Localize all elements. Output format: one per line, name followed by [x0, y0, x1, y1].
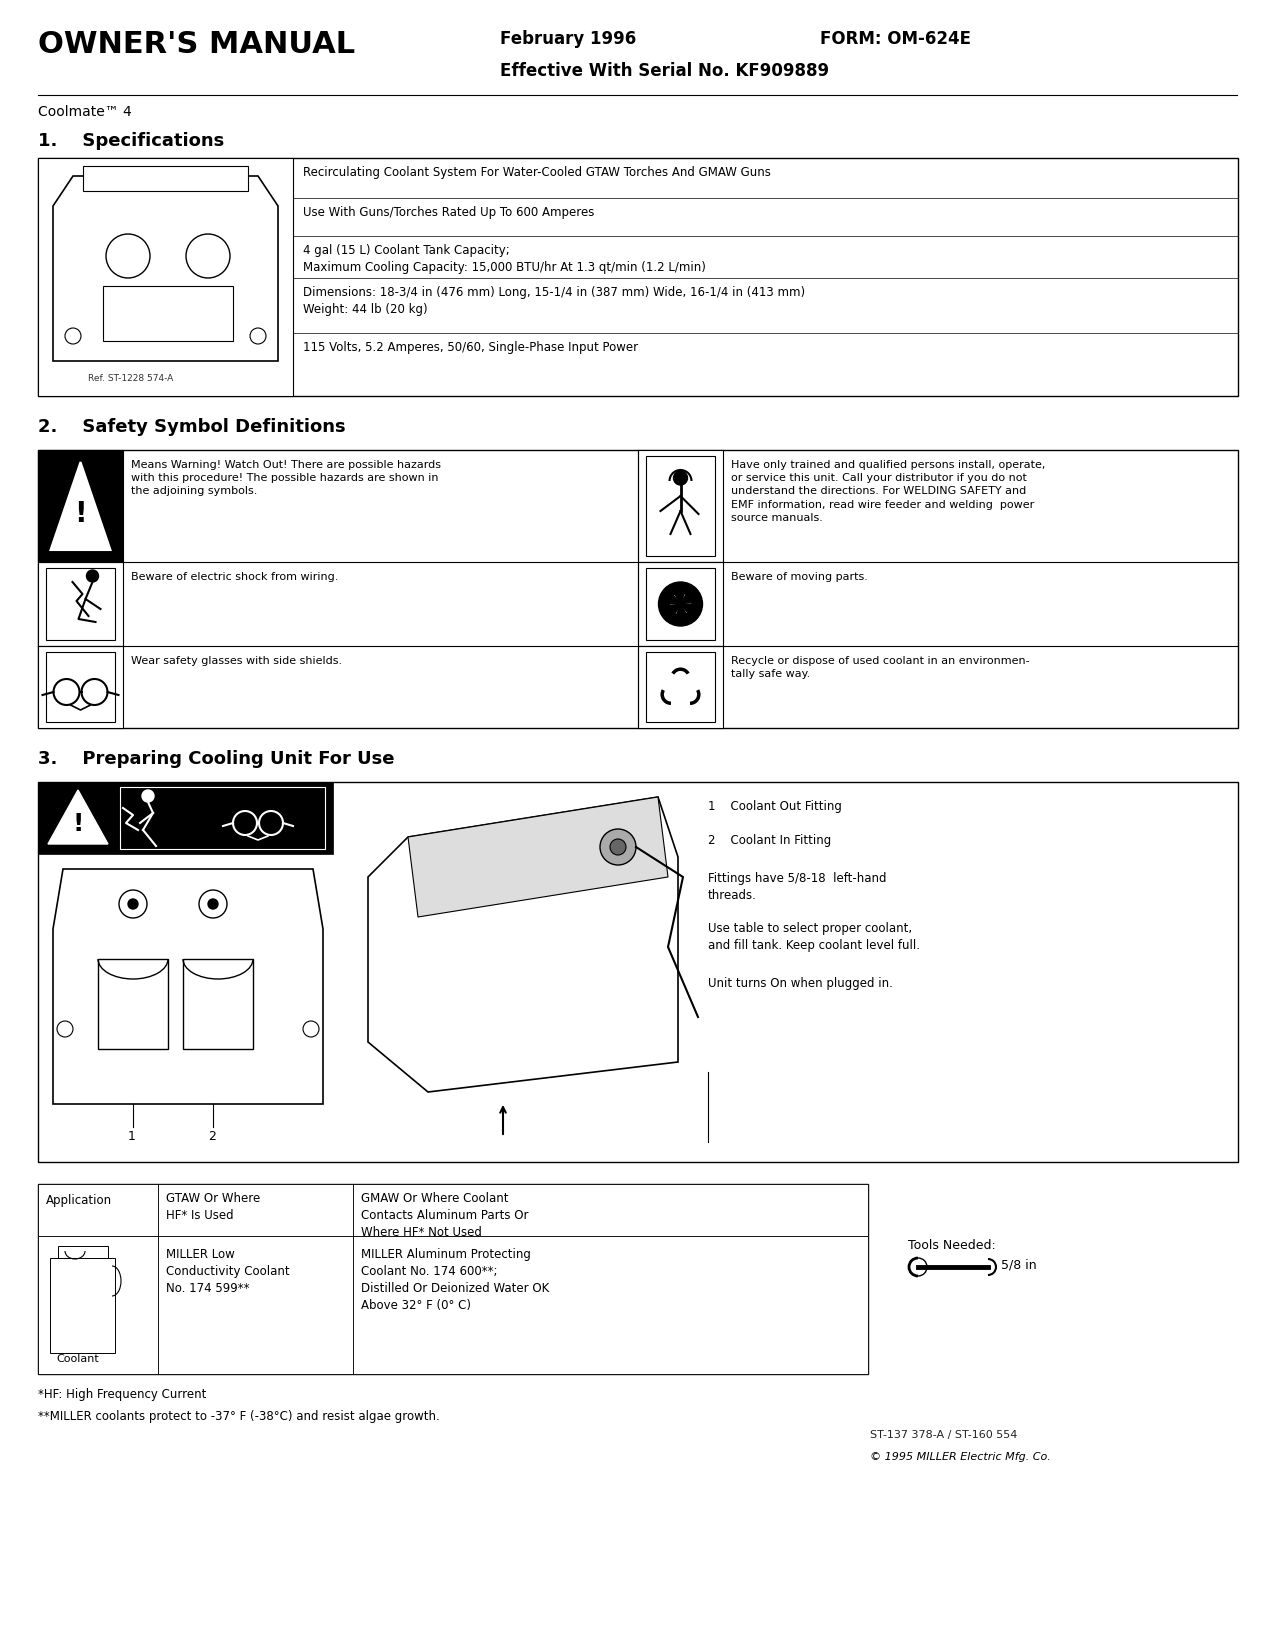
Bar [38, 158, 293, 397]
Bar [120, 787, 325, 849]
Bar [638, 646, 723, 728]
Circle shape [671, 594, 691, 614]
Bar [353, 1183, 868, 1235]
Bar [38, 450, 122, 561]
Bar [98, 960, 168, 1049]
Text: 1.    Specifications: 1. Specifications [38, 132, 224, 150]
Text: MILLER Aluminum Protecting
Coolant No. 174 600**;
Distilled Or Deionized Water O: MILLER Aluminum Protecting Coolant No. 1… [361, 1248, 550, 1312]
Text: 2: 2 [208, 1129, 215, 1142]
Text: Coolant: Coolant [56, 1355, 98, 1364]
Bar [38, 646, 122, 728]
Bar [353, 1235, 868, 1374]
Wedge shape [681, 586, 700, 604]
Text: 2.    Safety Symbol Definitions: 2. Safety Symbol Definitions [38, 418, 346, 436]
Circle shape [609, 839, 626, 855]
Text: 1: 1 [128, 1129, 136, 1142]
Text: *HF: High Frequency Current: *HF: High Frequency Current [38, 1387, 207, 1400]
Bar [46, 653, 115, 721]
Text: GTAW Or Where
HF* Is Used: GTAW Or Where HF* Is Used [166, 1191, 260, 1222]
Bar [646, 568, 715, 640]
Wedge shape [671, 584, 687, 604]
Bar [184, 960, 252, 1049]
Text: © 1995 MILLER Electric Mfg. Co.: © 1995 MILLER Electric Mfg. Co. [870, 1452, 1051, 1462]
Text: Have only trained and qualified persons install, operate,
or service this unit. : Have only trained and qualified persons … [731, 460, 1046, 522]
Bar [646, 455, 715, 557]
Text: Tools Needed:: Tools Needed: [908, 1239, 996, 1252]
Text: !: ! [74, 499, 87, 529]
Text: 5/8 in: 5/8 in [1001, 1258, 1037, 1271]
Bar [38, 450, 1238, 728]
Text: !: ! [73, 813, 84, 836]
Bar [103, 286, 233, 341]
Text: Application: Application [46, 1195, 112, 1208]
Text: Use With Guns/Torches Rated Up To 600 Amperes: Use With Guns/Torches Rated Up To 600 Am… [303, 206, 594, 219]
Text: FORM: OM-624E: FORM: OM-624E [820, 29, 972, 47]
Circle shape [208, 899, 218, 909]
Text: Unit turns On when plugged in.: Unit turns On when plugged in. [708, 978, 892, 991]
Text: GMAW Or Where Coolant
Contacts Aluminum Parts Or
Where HF* Not Used: GMAW Or Where Coolant Contacts Aluminum … [361, 1191, 529, 1239]
Text: Use table to select proper coolant,
and fill tank. Keep coolant level full.: Use table to select proper coolant, and … [708, 922, 921, 951]
Polygon shape [408, 796, 668, 917]
Bar [38, 561, 122, 646]
Bar [46, 568, 115, 640]
Wedge shape [673, 604, 691, 623]
Text: OWNER'S MANUAL: OWNER'S MANUAL [38, 29, 356, 59]
Text: Fittings have 5/8-18  left-hand
threads.: Fittings have 5/8-18 left-hand threads. [708, 871, 886, 902]
Text: 4 gal (15 L) Coolant Tank Capacity;
Maximum Cooling Capacity: 15,000 BTU/hr At 1: 4 gal (15 L) Coolant Tank Capacity; Maxi… [303, 245, 706, 274]
Bar [50, 1258, 115, 1353]
Text: 3.    Preparing Cooling Unit For Use: 3. Preparing Cooling Unit For Use [38, 751, 394, 769]
Text: Effective With Serial No. KF909889: Effective With Serial No. KF909889 [500, 62, 829, 80]
Wedge shape [660, 589, 681, 604]
Text: Recycle or dispose of used coolant in an environmen-
tally safe way.: Recycle or dispose of used coolant in an… [731, 656, 1030, 679]
Circle shape [658, 583, 703, 627]
Text: Beware of electric shock from wiring.: Beware of electric shock from wiring. [131, 571, 338, 583]
Text: Beware of moving parts.: Beware of moving parts. [731, 571, 868, 583]
Bar [38, 158, 1238, 397]
Circle shape [87, 570, 98, 583]
Bar [646, 653, 715, 721]
Text: ST-137 378-A / ST-160 554: ST-137 378-A / ST-160 554 [870, 1430, 1017, 1439]
Bar [158, 1235, 353, 1374]
Text: Dimensions: 18-3/4 in (476 mm) Long, 15-1/4 in (387 mm) Wide, 16-1/4 in (413 mm): Dimensions: 18-3/4 in (476 mm) Long, 15-… [303, 286, 805, 317]
Polygon shape [51, 462, 111, 550]
Bar [638, 561, 723, 646]
Bar [38, 1183, 868, 1374]
Text: 2    Coolant In Fitting: 2 Coolant In Fitting [708, 834, 831, 847]
Bar [38, 782, 1238, 1162]
Wedge shape [660, 604, 681, 622]
Text: Means Warning! Watch Out! There are possible hazards
with this procedure! The po: Means Warning! Watch Out! There are poss… [131, 460, 441, 496]
Text: 115 Volts, 5.2 Amperes, 50/60, Single-Phase Input Power: 115 Volts, 5.2 Amperes, 50/60, Single-Ph… [303, 341, 638, 354]
Bar [57, 1245, 108, 1258]
Bar [83, 166, 249, 191]
Wedge shape [681, 604, 700, 619]
Text: Wear safety glasses with side shields.: Wear safety glasses with side shields. [131, 656, 342, 666]
Circle shape [128, 899, 138, 909]
Text: MILLER Low
Conductivity Coolant
No. 174 599**: MILLER Low Conductivity Coolant No. 174 … [166, 1248, 289, 1296]
Text: 1    Coolant Out Fitting: 1 Coolant Out Fitting [708, 800, 842, 813]
Circle shape [601, 829, 636, 865]
Text: Ref. ST-1228 574-A: Ref. ST-1228 574-A [88, 374, 173, 384]
Text: **MILLER coolants protect to -37° F (-38°C) and resist algae growth.: **MILLER coolants protect to -37° F (-38… [38, 1410, 440, 1423]
Text: Recirculating Coolant System For Water-Cooled GTAW Torches And GMAW Guns: Recirculating Coolant System For Water-C… [303, 166, 771, 180]
Bar [38, 782, 333, 854]
Circle shape [142, 790, 154, 801]
Bar [38, 1183, 158, 1235]
Text: February 1996: February 1996 [500, 29, 636, 47]
Bar [638, 450, 723, 561]
Circle shape [673, 472, 687, 485]
Bar [38, 1235, 158, 1374]
Text: Coolmate™ 4: Coolmate™ 4 [38, 104, 131, 119]
Bar [158, 1183, 353, 1235]
Polygon shape [48, 790, 108, 844]
